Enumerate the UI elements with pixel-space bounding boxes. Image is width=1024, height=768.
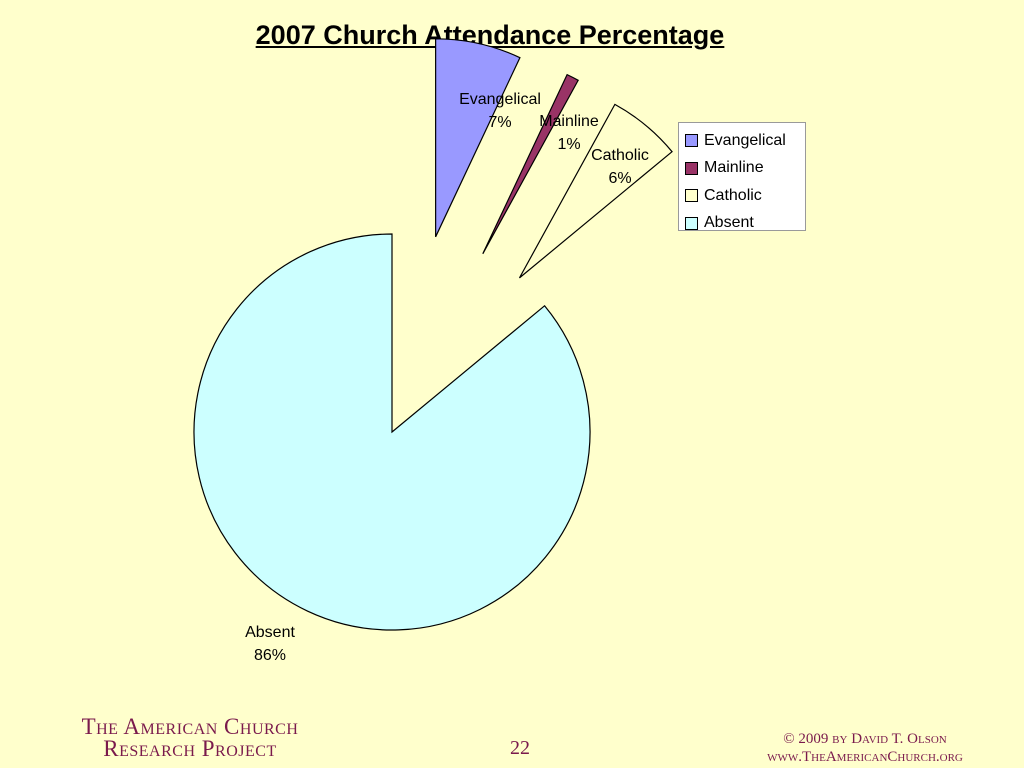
data-label-value-absent: 86% — [254, 647, 286, 664]
pie-slice-evangelical — [435, 38, 521, 238]
organization-name-line2: Research Project — [103, 736, 277, 761]
chart-title: 2007 Church Attendance Percentage — [255, 20, 725, 50]
organization-name: The American Church Research Project — [30, 714, 350, 761]
data-label-name-evangelical: Evangelical — [459, 91, 541, 108]
data-label-name-mainline: Mainline — [539, 113, 599, 130]
data-label-value-catholic: 6% — [608, 170, 631, 187]
copyright-block: © 2009 by David T. Olson www.TheAmerican… — [730, 730, 1000, 766]
data-label-name-catholic: Catholic — [591, 147, 649, 164]
legend-item-absent: Absent — [679, 210, 805, 238]
legend-swatch-evangelical — [685, 134, 698, 148]
legend-label: Evangelical — [704, 131, 786, 149]
pie-slice-catholic — [518, 103, 673, 279]
legend-label: Absent — [704, 214, 754, 232]
legend-label: Catholic — [704, 186, 762, 204]
website-link[interactable]: www.TheAmericanChurch.org — [767, 749, 963, 765]
copyright-text: © 2009 by David T. Olson — [783, 731, 947, 747]
data-label-name-absent: Absent — [245, 624, 295, 641]
data-label-value-evangelical: 7% — [488, 114, 511, 131]
chart-legend: Evangelical Mainline Catholic Absent — [678, 122, 806, 231]
pie-slice-mainline — [482, 73, 579, 255]
legend-swatch-absent — [685, 216, 698, 230]
pie-slice-absent — [193, 233, 591, 631]
legend-item-evangelical: Evangelical — [679, 127, 805, 155]
legend-item-mainline: Mainline — [679, 155, 805, 183]
legend-label: Mainline — [704, 159, 764, 177]
data-label-value-mainline: 1% — [557, 136, 580, 153]
page-number: 22 — [510, 737, 530, 759]
organization-name-line1: The American Church — [81, 714, 299, 739]
legend-swatch-catholic — [685, 189, 698, 203]
legend-swatch-mainline — [685, 161, 698, 175]
legend-item-catholic: Catholic — [679, 182, 805, 210]
